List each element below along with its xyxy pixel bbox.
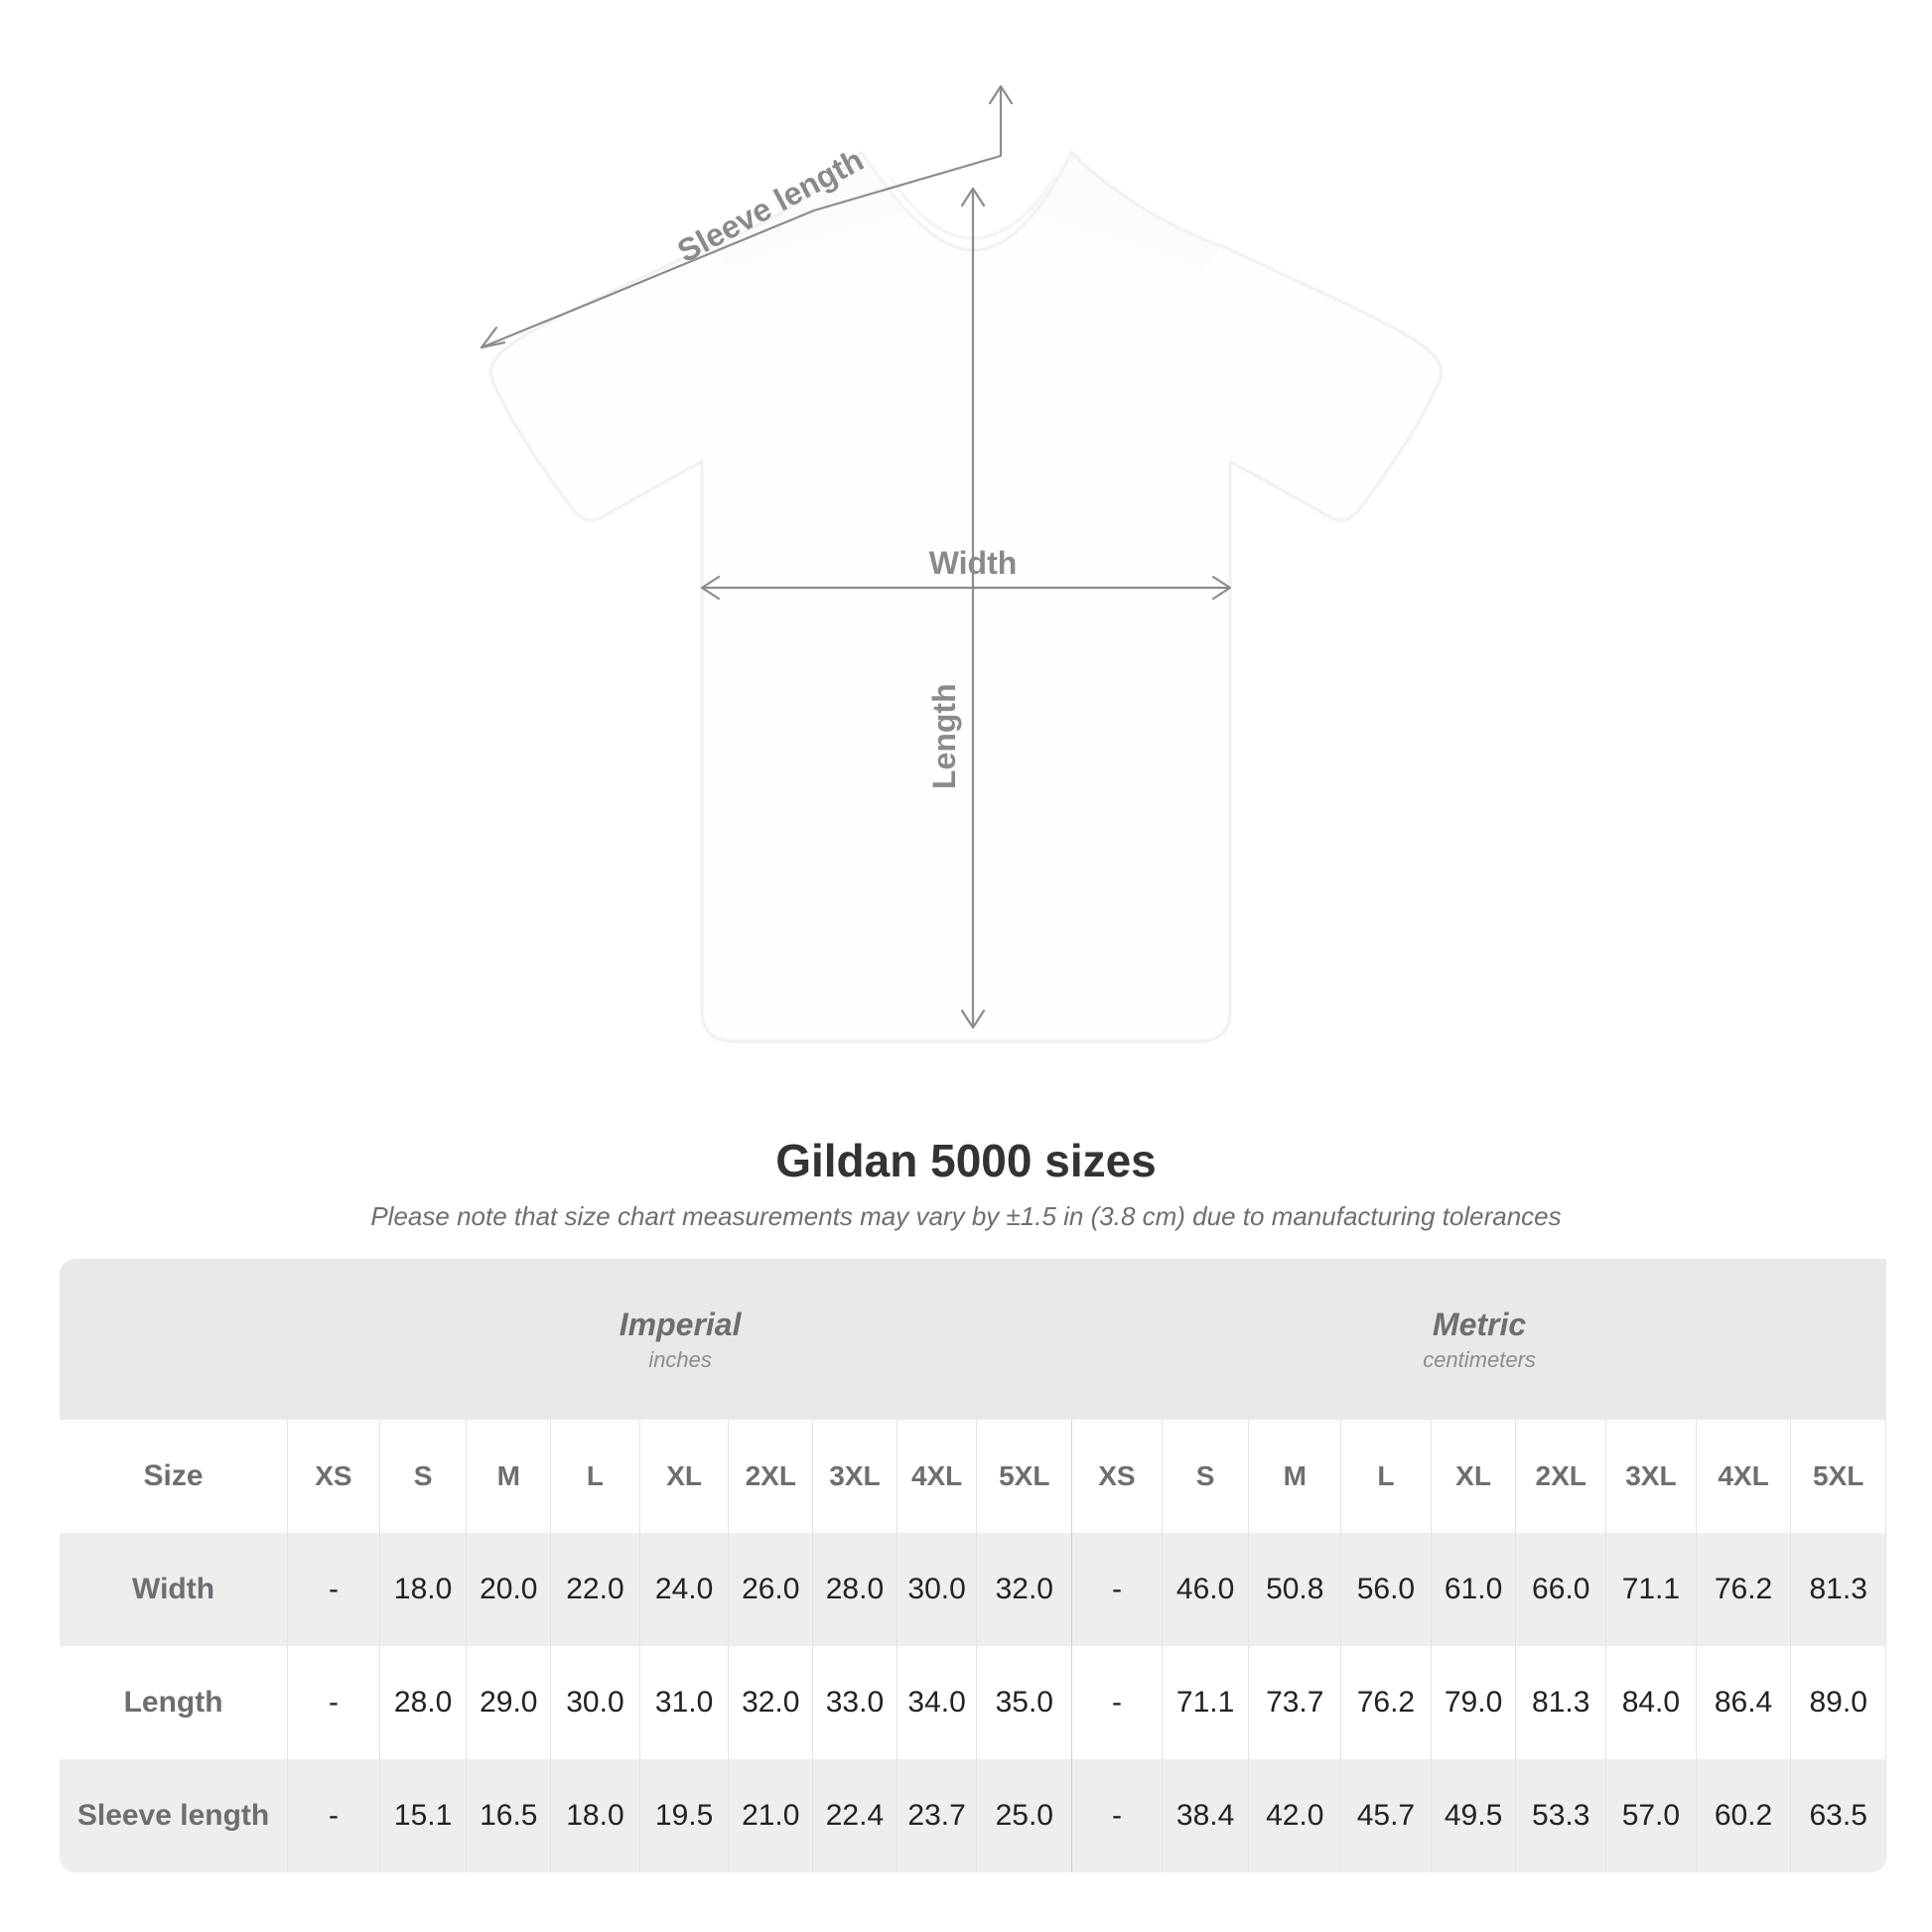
svg-text:Width: Width — [929, 545, 1018, 581]
svg-text:Length: Length — [926, 683, 962, 789]
